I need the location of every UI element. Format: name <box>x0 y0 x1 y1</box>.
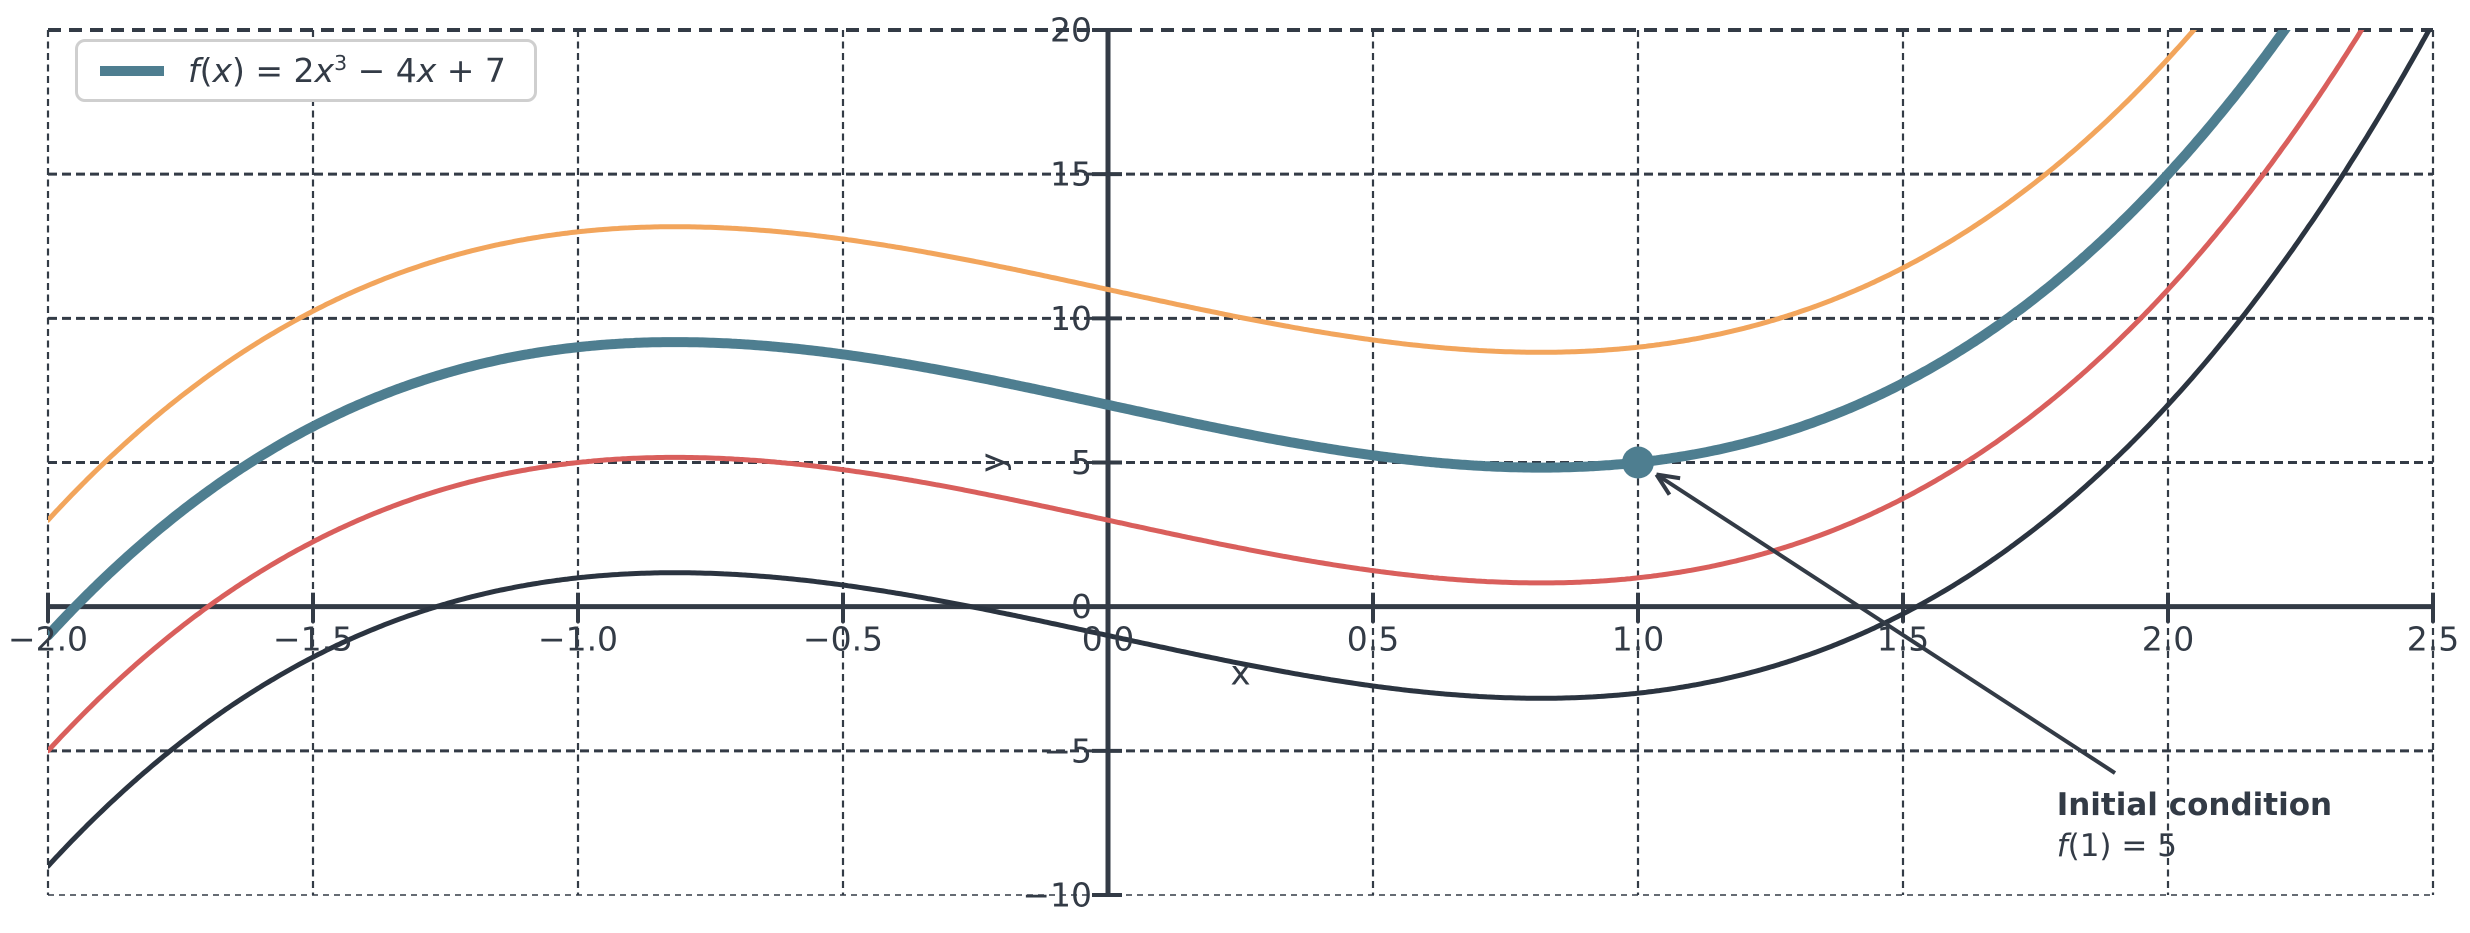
x-tick-label: 1.5 <box>1877 620 1929 659</box>
y-tick-label: 10 <box>1050 299 1092 338</box>
y-tick-label: 0 <box>1071 587 1092 626</box>
x-tick-label: −2.0 <box>8 620 88 659</box>
annotation-title: Initial condition <box>2056 787 2333 824</box>
legend-label-part: x <box>212 51 233 90</box>
legend-label-part: x <box>416 51 437 90</box>
annotation-arrowhead <box>1656 472 1681 481</box>
legend-label: f(x) = 2x3 − 4x + 7 <box>188 51 506 90</box>
x-tick-label: −1.0 <box>538 620 618 659</box>
y-tick-label: 5 <box>1071 443 1092 482</box>
legend-label-part: x <box>314 51 335 90</box>
family-curve-cminus1 <box>48 30 2432 869</box>
legend-label-part: 3 <box>334 51 348 75</box>
x-tick-label: 2.5 <box>2407 620 2459 659</box>
main-curve-f <box>48 30 2291 641</box>
annotation-math-part: f <box>2056 828 2068 865</box>
annotation-math: f(1) = 5 <box>2057 826 2332 867</box>
annotation-initial-condition: Initial condition f(1) = 5 <box>2057 785 2332 867</box>
y-tick-label: −10 <box>1022 876 1092 915</box>
x-tick-label: 0.0 <box>1082 620 1134 659</box>
x-tick-label: 0.5 <box>1347 620 1399 659</box>
annotation-math-part: (1) = 5 <box>2067 828 2177 865</box>
legend-label-part: f <box>188 51 200 90</box>
y-axis-label: y <box>973 452 1013 472</box>
legend-label-part: − 4 <box>347 51 417 90</box>
legend-label-part: + 7 <box>436 51 506 90</box>
x-tick-label: 1.0 <box>1612 620 1664 659</box>
initial-condition-marker <box>1622 446 1654 479</box>
y-tick-label: 20 <box>1050 11 1092 50</box>
x-tick-label: −0.5 <box>803 620 883 659</box>
legend: f(x) = 2x3 − 4x + 7 <box>75 39 537 102</box>
y-tick-label: −5 <box>1043 731 1092 770</box>
annotation-arrow-line <box>1655 472 2117 775</box>
y-tick-label: 15 <box>1050 155 1092 194</box>
x-tick-label: −1.5 <box>273 620 353 659</box>
family-curve-c3 <box>48 30 2365 754</box>
annotation-arrowhead <box>1654 473 1672 496</box>
legend-label-part: ( <box>199 51 213 90</box>
legend-label-part: ) = 2 <box>232 51 315 90</box>
x-axis-label: x <box>1230 654 1250 694</box>
family-curve-c11 <box>48 30 2198 523</box>
x-tick-label: 2.0 <box>2142 620 2194 659</box>
legend-line-swatch <box>100 65 164 76</box>
